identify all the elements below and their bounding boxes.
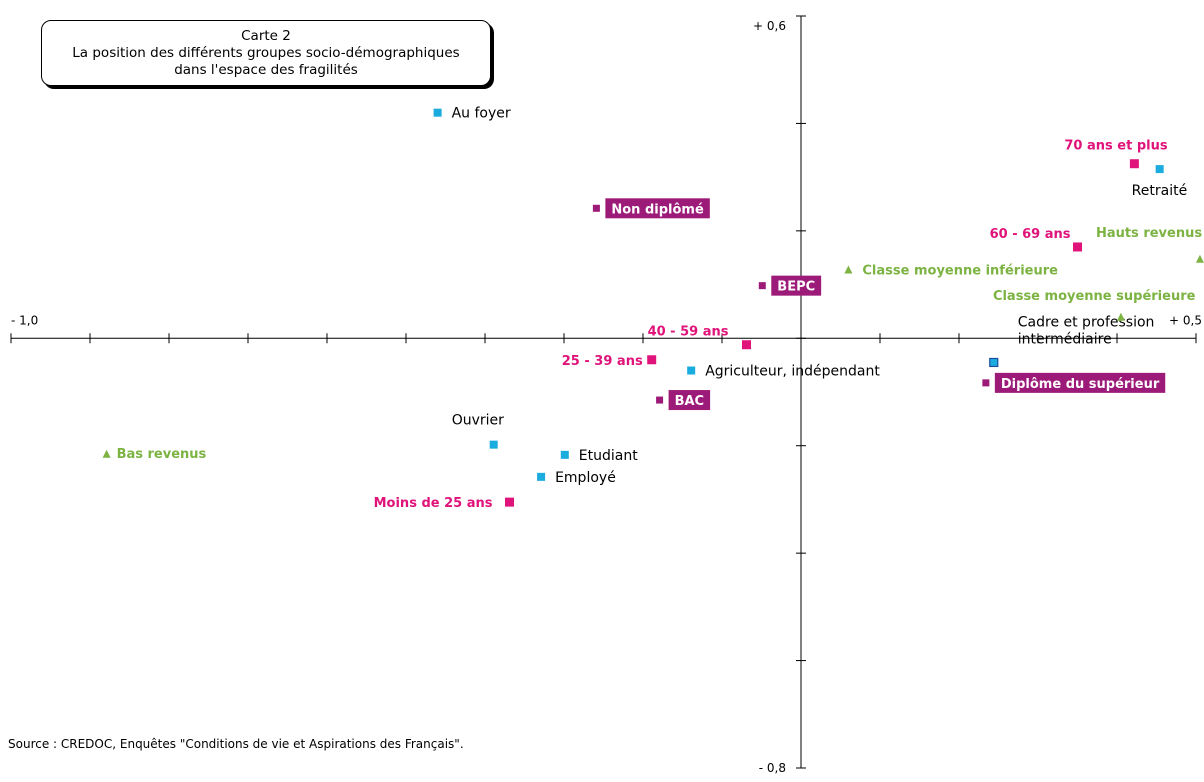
chart-title-box: Carte 2 La position des différents group… [41, 20, 491, 86]
point-au-foyer: Au foyer [433, 106, 511, 122]
data-label: Employé [555, 470, 616, 486]
square-marker [592, 204, 600, 212]
label-box [771, 275, 822, 296]
point-25-39-ans: 25 - 39 ans [562, 354, 657, 369]
square-marker [741, 340, 751, 350]
point-40-59-ans: 40 - 59 ans [648, 325, 751, 350]
data-label: 25 - 39 ans [562, 354, 643, 369]
data-label: Etudiant [579, 448, 638, 464]
data-label: Ouvrier [452, 413, 504, 429]
data-label: Cadre et profession intermédiaire [1018, 314, 1155, 347]
point-moins-de-25-ans: Moins de 25 ans [374, 496, 514, 511]
data-label: Classe moyenne supérieure [993, 289, 1196, 304]
point-agriculteur-independant: Agriculteur, indépendant [687, 364, 880, 380]
chart-subtitle-line-2: dans l'espace des fragilités [174, 62, 358, 78]
point-ouvrier: Ouvrier [452, 413, 504, 449]
data-label: Hauts revenus [1096, 226, 1202, 241]
data-label: Retraité [1132, 183, 1188, 199]
data-label: Au foyer [452, 106, 511, 122]
square-marker [1155, 165, 1164, 174]
square-marker [687, 366, 696, 375]
label-box [994, 372, 1166, 393]
data-label: Bas revenus [117, 447, 207, 462]
point-60-69-ans: 60 - 69 ans [990, 227, 1082, 252]
data-label: Non diplômé [611, 202, 704, 217]
triangle-marker [844, 265, 853, 274]
axes: - 1,0 + 0,5 + 0,6 - 0,8 [10, 15, 1202, 775]
square-marker [989, 357, 999, 368]
data-label: Moins de 25 ans [374, 496, 493, 511]
data-label: BEPC [777, 280, 815, 295]
square-marker [560, 450, 569, 459]
point-employe: Employé [537, 470, 616, 486]
x-axis-min-label: - 1,0 [11, 313, 38, 327]
data-label: 70 ans et plus [1064, 139, 1167, 154]
square-marker [504, 497, 514, 507]
source-note: Source : CREDOC, Enquêtes "Conditions de… [8, 737, 464, 751]
square-marker [1129, 159, 1139, 169]
label-box [605, 198, 710, 219]
point-hauts-revenus: Hauts revenus [1096, 226, 1204, 263]
point-cadre-et-profession-intermediaire: Cadre et profession intermédiaire [989, 314, 1155, 368]
data-label: BAC [675, 394, 705, 409]
point-retraite: Retraité [1132, 165, 1188, 199]
triangle-marker [1195, 254, 1204, 263]
point-bac: BAC [656, 390, 711, 411]
point-etudiant: Etudiant [560, 448, 638, 464]
square-marker [433, 108, 442, 117]
square-marker [982, 379, 990, 387]
chart-subtitle-line-1: La position des différents groupes socio… [72, 45, 460, 61]
x-axis-max-label: + 0,5 [1169, 313, 1202, 327]
data-label: 60 - 69 ans [990, 227, 1071, 242]
data-label: Agriculteur, indépendant [705, 364, 880, 380]
point-non-diplome: Non diplômé [592, 198, 710, 219]
square-marker [758, 282, 766, 290]
square-marker [656, 396, 664, 404]
point-classe-moyenne-inferieure: Classe moyenne inférieure [844, 264, 1058, 279]
point-diplome-du-superieur: Diplôme du supérieur [982, 372, 1166, 393]
data-label: Diplôme du supérieur [1001, 377, 1160, 392]
data-label: Classe moyenne inférieure [862, 264, 1058, 279]
square-marker [647, 355, 657, 365]
square-marker [537, 472, 546, 481]
triangle-marker [1116, 312, 1125, 321]
point-bepc: BEPC [758, 275, 822, 296]
label-box [668, 390, 711, 411]
y-axis-min-label: - 0,8 [759, 761, 786, 775]
y-axis-max-label: + 0,6 [753, 19, 786, 33]
square-marker [489, 440, 498, 449]
point-bas-revenus: Bas revenus [102, 447, 207, 462]
data-points: Au foyer Retraité Cadre et profession inter… [102, 106, 1204, 511]
point-classe-moyenne-superieure: Classe moyenne supérieure [993, 289, 1196, 321]
triangle-marker [102, 449, 111, 458]
data-label: 40 - 59 ans [648, 325, 729, 340]
square-marker [1073, 242, 1082, 252]
point-70-ans-et-plus: 70 ans et plus [1064, 139, 1168, 169]
chart-title: Carte 2 [241, 28, 291, 44]
